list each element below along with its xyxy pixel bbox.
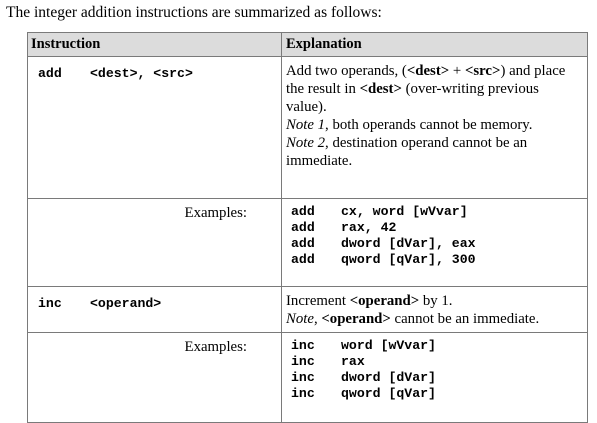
code-args: rax, 42 <box>341 220 397 235</box>
code-line: add rax, 42 <box>291 220 587 236</box>
instruction-table: Instruction Explanation add <dest>, <src>… <box>27 32 588 423</box>
code-mnemonic: add <box>291 220 315 235</box>
code-args: qword [qVar] <box>341 386 436 401</box>
explanation-text: + <box>449 63 465 79</box>
placeholder-src: <src> <box>464 63 501 79</box>
code-mnemonic: inc <box>291 354 315 369</box>
placeholder-operand: <operand> <box>321 311 391 327</box>
examples-label-inc: Examples: <box>27 332 282 423</box>
explanation-text: ) and place the result in <box>286 63 566 97</box>
code-line: inc rax <box>291 354 587 370</box>
note-text: , both operands cannot be memory. <box>325 117 533 133</box>
note-label: Note 1 <box>286 117 326 133</box>
header-explanation: Explanation <box>281 32 588 57</box>
code-mnemonic: inc <box>291 370 315 385</box>
code-line: add dword [dVar], eax <box>291 236 587 252</box>
placeholder-dest: <dest> <box>359 81 402 97</box>
explanation-cell-add: Add two operands, (<dest> + <src>) and p… <box>281 56 588 199</box>
examples-label-add: Examples: <box>27 198 282 287</box>
code-mnemonic: inc <box>291 386 315 401</box>
code-line: add cx, word [wVvar] <box>291 204 587 220</box>
examples-code-inc: inc word [wVvar] inc rax inc dword [dVar] i… <box>281 332 588 423</box>
code-args: dword [dVar] <box>341 370 436 385</box>
mnemonic-add: add <box>38 66 62 81</box>
code-line: add qword [qVar], 300 <box>291 252 587 268</box>
code-line: inc word [wVvar] <box>291 338 587 354</box>
code-args: qword [qVar], 300 <box>341 252 476 267</box>
note-label: Note 2 <box>286 135 326 151</box>
code-mnemonic: inc <box>291 338 315 353</box>
explanation-text: Add two operands, ( <box>286 63 407 79</box>
note-text: , destination operand cannot be an immed… <box>286 135 528 169</box>
table-row-add-examples: Examples: add cx, word [wVvar] add rax, 42… <box>27 198 588 287</box>
intro-text: The integer addition instructions are su… <box>6 4 382 21</box>
placeholder-dest: <dest> <box>406 63 450 79</box>
placeholder-operand: <operand> <box>349 293 420 309</box>
code-mnemonic: add <box>291 236 315 251</box>
header-instruction: Instruction <box>27 32 282 57</box>
code-args: word [wVvar] <box>341 338 436 353</box>
mnemonic-inc: inc <box>38 296 62 311</box>
code-args: cx, word [wVvar] <box>341 204 468 219</box>
explanation-text: (over-writing previous value). <box>286 81 539 115</box>
note-text: cannot be an immediate. <box>390 311 540 327</box>
operands-add: <dest>, <src> <box>90 66 193 81</box>
instruction-cell-inc: inc <operand> <box>27 286 282 333</box>
code-mnemonic: add <box>291 252 315 267</box>
code-mnemonic: add <box>291 204 315 219</box>
table-row-inc: inc <operand> Increment <operand> by 1. N… <box>27 286 588 333</box>
explanation-text: Increment <box>286 293 350 309</box>
examples-code-add: add cx, word [wVvar] add rax, 42 add dword … <box>281 198 588 287</box>
table-row-add: add <dest>, <src> Add two operands, (<des… <box>27 56 588 199</box>
instruction-cell-add: add <dest>, <src> <box>27 56 282 199</box>
note-label: Note <box>286 311 314 327</box>
explanation-text: by 1. <box>419 293 453 309</box>
code-args: rax <box>341 354 365 369</box>
table-header-row: Instruction Explanation <box>27 32 588 57</box>
table-row-inc-examples: Examples: inc word [wVvar] inc rax inc dwor… <box>27 332 588 423</box>
code-args: dword [dVar], eax <box>341 236 476 251</box>
code-line: inc qword [qVar] <box>291 386 587 402</box>
code-line: inc dword [dVar] <box>291 370 587 386</box>
explanation-cell-inc: Increment <operand> by 1. Note, <operand… <box>281 286 588 333</box>
note-text: , <box>313 311 322 327</box>
operands-inc: <operand> <box>90 296 162 311</box>
